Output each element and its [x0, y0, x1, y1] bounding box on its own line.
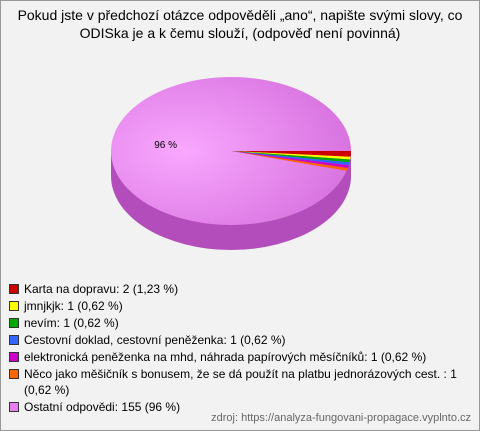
legend-item: Karta na dopravu: 2 (1,23 %) — [9, 281, 474, 297]
pie-area: 96 % — [111, 77, 351, 250]
chart-title: Pokud jste v předchozí otázce odpověděli… — [17, 7, 463, 41]
legend-label: jmnjkjk: 1 (0,62 %) — [24, 299, 123, 313]
pie-slice — [231, 151, 351, 160]
legend-label: Karta na dopravu: 2 (1,23 %) — [24, 282, 179, 296]
legend-swatch — [9, 335, 19, 345]
legend-item: Cestovní doklad, cestovní peněženka: 1 (… — [9, 332, 474, 348]
legend-swatch — [9, 352, 19, 362]
source: zdroj: https://analyza-fungovani-propaga… — [211, 412, 471, 424]
pie-slice — [231, 151, 350, 166]
legend-label: elektronická peněženka na mhd, náhrada p… — [24, 350, 427, 364]
legend-label: Cestovní doklad, cestovní peněženka: 1 (… — [24, 333, 286, 347]
legend-swatch — [9, 318, 19, 328]
legend-item: Něco jako měšičník s bonusem, že se dá p… — [9, 366, 474, 398]
legend-item: nevím: 1 (0,62 %) — [9, 315, 474, 331]
data-label: 96 % — [154, 140, 177, 151]
legend-swatch — [9, 369, 19, 379]
legend-label: Ostatní odpovědi: 155 (96 %) — [24, 400, 181, 414]
pie-slice — [231, 151, 351, 157]
pie-slice — [231, 151, 351, 163]
legend-swatch — [9, 284, 19, 294]
legend-swatch — [9, 402, 19, 412]
legend-label: nevím: 1 (0,62 %) — [24, 316, 119, 330]
legend-swatch — [9, 301, 19, 311]
legend-item: Ostatní odpovědi: 155 (96 %) — [9, 399, 474, 415]
legend-item: jmnjkjk: 1 (0,62 %) — [9, 298, 474, 314]
legend-item: elektronická peněženka na mhd, náhrada p… — [9, 349, 474, 365]
legend: Karta na dopravu: 2 (1,23 %) jmnjkjk: 1 (… — [9, 281, 474, 416]
pie-slice — [231, 151, 349, 169]
pie-slice — [111, 77, 351, 226]
pie-slice — [231, 151, 348, 171]
legend-label: Něco jako měšičník s bonusem, že se dá p… — [24, 367, 457, 397]
